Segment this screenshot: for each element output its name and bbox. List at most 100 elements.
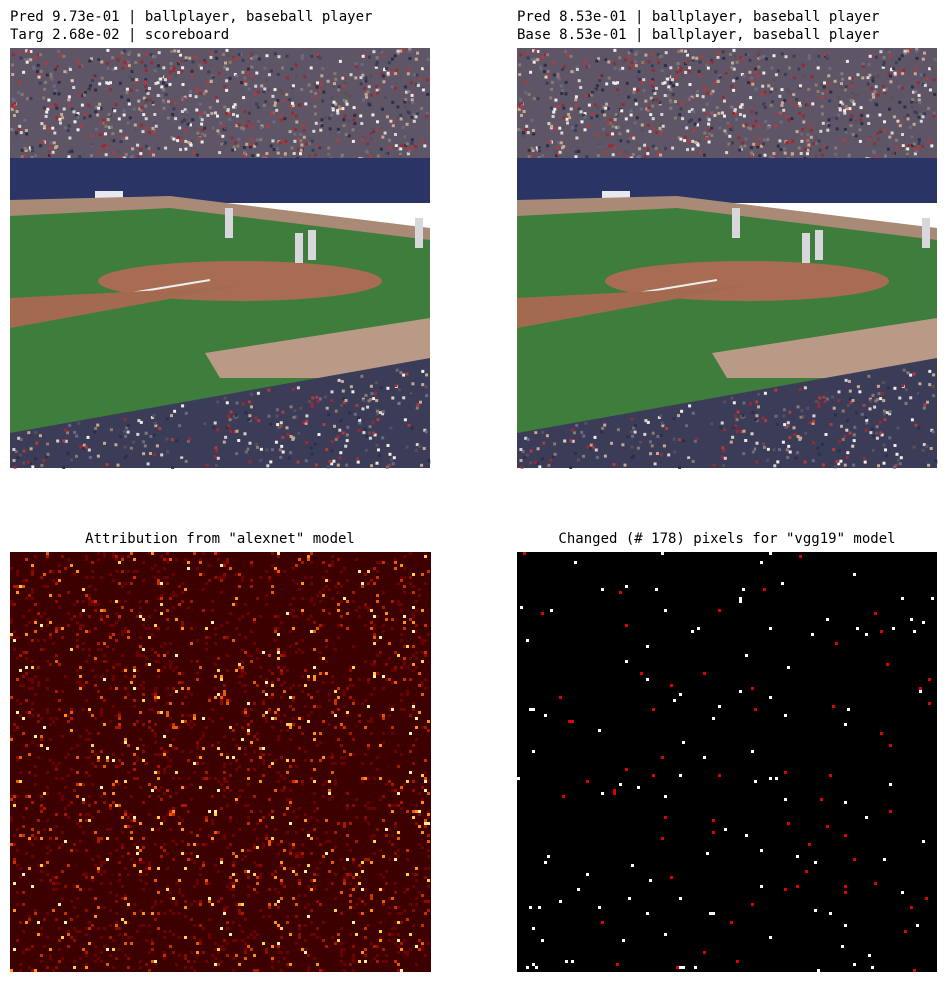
heat-pixel bbox=[238, 903, 241, 906]
crowd-speck bbox=[561, 125, 565, 129]
heat-pixel bbox=[364, 948, 367, 951]
crowd-speck bbox=[368, 103, 372, 107]
crowd-speck bbox=[196, 131, 200, 135]
crowd-speck bbox=[848, 389, 852, 393]
heat-pixel bbox=[247, 945, 250, 948]
crowd-speck bbox=[241, 70, 245, 74]
heat-pixel bbox=[208, 699, 211, 702]
crowd-speck bbox=[410, 98, 414, 102]
crowd-speck bbox=[153, 122, 157, 126]
crowd-speck bbox=[393, 54, 397, 58]
heat-pixel bbox=[55, 966, 58, 969]
crowd-speck bbox=[320, 118, 324, 122]
crowd-speck bbox=[328, 460, 332, 464]
crowd-speck bbox=[338, 428, 342, 432]
crowd-speck bbox=[229, 429, 232, 433]
crowd-speck bbox=[885, 454, 888, 458]
heat-pixel bbox=[235, 954, 238, 957]
heat-pixel bbox=[280, 897, 283, 900]
heat-pixel bbox=[268, 915, 271, 918]
heat-pixel bbox=[232, 729, 235, 732]
crowd-speck bbox=[65, 70, 69, 74]
heat-pixel bbox=[388, 708, 391, 711]
crowd-speck bbox=[355, 65, 359, 69]
crowd-speck bbox=[594, 87, 598, 91]
crowd-speck bbox=[172, 137, 176, 141]
heat-pixel bbox=[235, 627, 238, 630]
heat-pixel bbox=[49, 570, 52, 573]
crowd-speck bbox=[314, 463, 318, 467]
crowd-speck bbox=[98, 133, 102, 137]
crowd-speck bbox=[618, 132, 622, 136]
crowd-speck bbox=[886, 147, 890, 151]
crowd-speck bbox=[67, 124, 71, 128]
heat-pixel bbox=[310, 777, 313, 780]
heat-pixel bbox=[376, 576, 379, 579]
crowd-speck bbox=[271, 94, 275, 98]
crowd-speck bbox=[885, 48, 889, 52]
crowd-speck bbox=[864, 416, 868, 420]
heat-pixel bbox=[214, 675, 217, 678]
heat-pixel bbox=[388, 933, 391, 936]
crowd-speck bbox=[763, 105, 767, 109]
heat-pixel bbox=[64, 921, 67, 924]
crowd-speck bbox=[60, 112, 64, 116]
heat-pixel bbox=[100, 618, 103, 621]
heat-pixel bbox=[394, 891, 397, 894]
heat-pixel bbox=[67, 864, 70, 867]
crowd-speck bbox=[870, 86, 874, 90]
heat-pixel bbox=[313, 780, 316, 783]
crowd-speck bbox=[48, 154, 51, 157]
heat-pixel bbox=[10, 600, 13, 603]
heat-pixel bbox=[367, 606, 370, 609]
crowd-speck bbox=[545, 434, 549, 438]
crowd-speck bbox=[180, 139, 184, 143]
crowd-speck bbox=[64, 428, 68, 432]
crowd-speck bbox=[875, 425, 879, 429]
heat-pixel bbox=[94, 897, 97, 900]
crowd-speck bbox=[913, 72, 917, 76]
crowd-speck bbox=[365, 434, 369, 438]
crowd-speck bbox=[734, 414, 738, 418]
crowd-speck bbox=[918, 382, 922, 386]
crowd-speck bbox=[714, 70, 718, 74]
crowd-speck bbox=[210, 111, 214, 115]
heat-pixel bbox=[187, 777, 190, 780]
heat-pixel bbox=[202, 843, 205, 846]
crowd-speck bbox=[729, 127, 733, 131]
crowd-speck bbox=[232, 145, 236, 149]
heat-pixel bbox=[19, 669, 22, 672]
crowd-speck bbox=[68, 66, 72, 70]
heat-pixel bbox=[178, 816, 181, 819]
crowd-speck bbox=[630, 417, 634, 421]
heat-pixel bbox=[403, 678, 406, 681]
crowd-speck bbox=[360, 63, 364, 67]
crowd-speck bbox=[425, 373, 429, 377]
heat-pixel bbox=[97, 810, 100, 813]
crowd-speck bbox=[236, 144, 240, 148]
heat-pixel bbox=[361, 582, 364, 585]
heat-pixel bbox=[277, 843, 280, 846]
crowd-speck bbox=[342, 99, 346, 103]
heat-pixel bbox=[334, 699, 337, 702]
heat-pixel bbox=[382, 903, 385, 906]
crowd-speck bbox=[367, 85, 371, 89]
heat-pixel bbox=[208, 636, 211, 639]
heat-pixel bbox=[403, 891, 406, 894]
crowd-speck bbox=[732, 88, 736, 92]
heat-pixel bbox=[280, 861, 283, 864]
heat-pixel bbox=[397, 831, 400, 834]
heat-pixel bbox=[364, 606, 367, 609]
crowd-speck bbox=[710, 422, 714, 426]
crowd-speck bbox=[363, 427, 367, 431]
heat-pixel bbox=[193, 969, 196, 972]
crowd-speck bbox=[425, 111, 429, 115]
heat-pixel bbox=[298, 558, 301, 561]
crowd-speck bbox=[520, 101, 524, 105]
crowd-speck bbox=[276, 99, 280, 102]
heat-pixel bbox=[94, 915, 97, 918]
heat-pixel bbox=[133, 705, 136, 708]
heat-pixel bbox=[142, 654, 145, 657]
crowd-speck bbox=[152, 153, 155, 157]
heat-pixel bbox=[346, 834, 349, 837]
